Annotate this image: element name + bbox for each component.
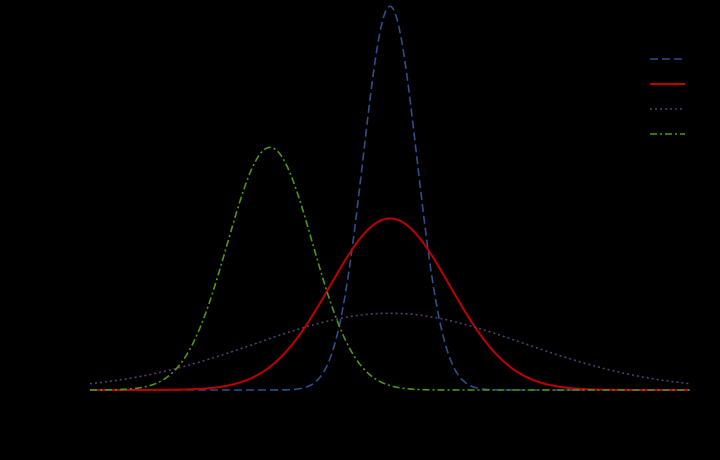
series-line-3: [89, 312, 691, 385]
series-line-4: [90, 146, 690, 391]
legend: [650, 58, 685, 135]
series-line-1: [90, 5, 690, 391]
plot-area: [89, 5, 691, 391]
series-line-2: [90, 217, 690, 391]
